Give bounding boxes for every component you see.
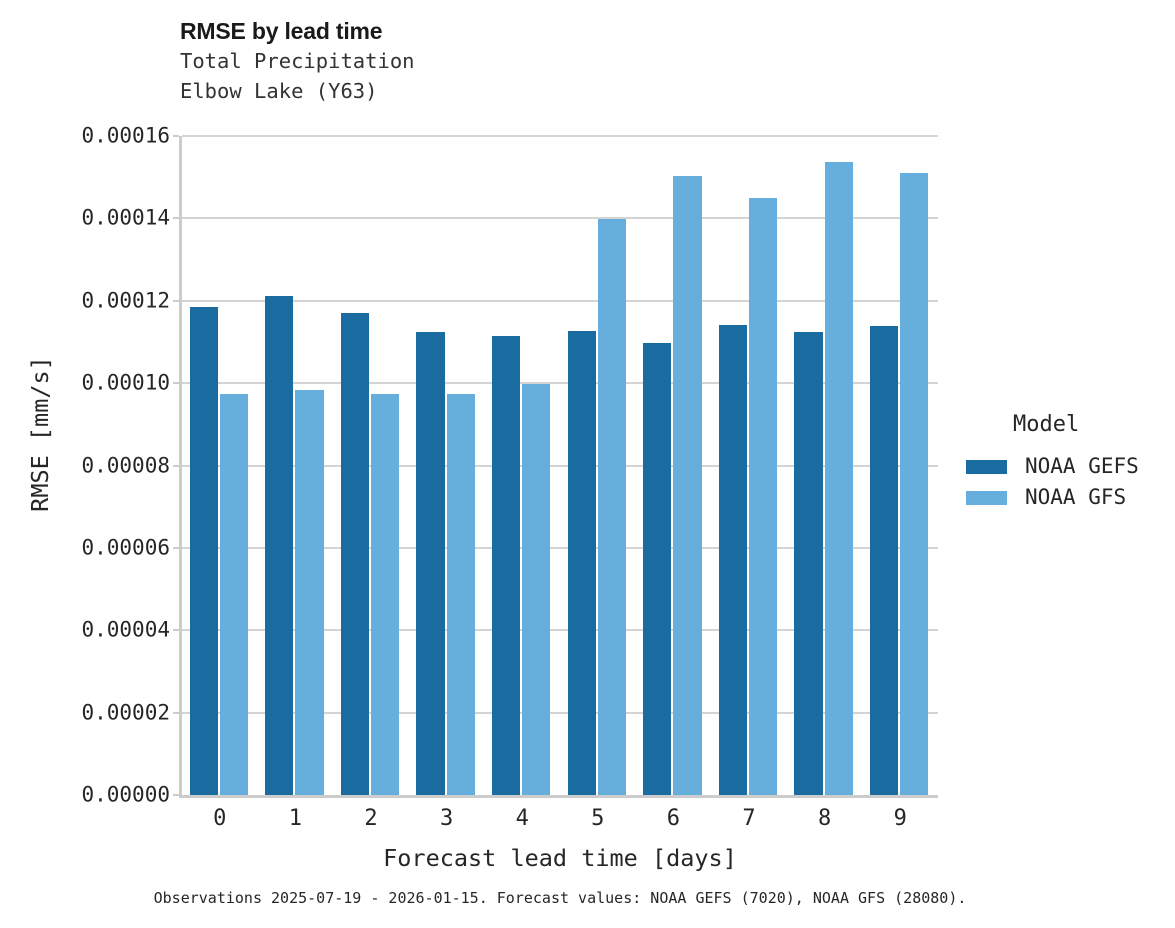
y-axis-tick xyxy=(173,794,179,796)
y-axis-tick-labels: 0.00000 0.00002 0.00004 0.00006 0.00008 0.000… xyxy=(20,125,170,805)
y-axis-tick-label: 0.00010 xyxy=(81,370,170,395)
chart-subtitle-station: Elbow Lake (Y63) xyxy=(180,79,378,103)
x-axis-tick-label: 0 xyxy=(213,806,227,831)
y-axis-title: RMSE [mm/s] xyxy=(26,356,54,512)
gridline xyxy=(182,135,938,137)
bar[interactable] xyxy=(597,218,627,795)
y-axis-tick xyxy=(173,299,179,302)
bar[interactable] xyxy=(446,394,475,795)
x-axis-tick-label: 3 xyxy=(439,806,454,831)
bar[interactable] xyxy=(794,332,823,795)
bar[interactable] xyxy=(869,325,899,795)
chart-plot-area xyxy=(173,135,938,798)
y-axis-tick-label: 0.00002 xyxy=(81,700,170,725)
x-axis-tick-labels: 0 1 2 3 4 5 6 7 8 9 xyxy=(182,806,938,836)
legend-label-noaa-gefs: NOAA GEFS xyxy=(1025,454,1139,478)
bar[interactable] xyxy=(673,175,702,795)
bar[interactable] xyxy=(643,342,672,795)
gridline xyxy=(182,299,938,302)
y-axis-tick-label: 0.00006 xyxy=(81,535,170,560)
x-axis-tick-label: 5 xyxy=(591,806,605,831)
x-axis-tick-label: 7 xyxy=(742,806,756,831)
bar[interactable] xyxy=(189,306,218,795)
y-axis-tick-label: 0.00008 xyxy=(81,453,170,477)
x-axis-spine xyxy=(179,795,938,798)
gridline xyxy=(182,711,938,714)
y-axis-tick xyxy=(173,629,179,632)
bar[interactable] xyxy=(340,313,369,795)
y-axis-tick xyxy=(173,382,179,385)
gridline xyxy=(182,546,938,549)
bar[interactable] xyxy=(371,394,400,795)
x-axis-tick-label: 2 xyxy=(364,806,378,831)
bar[interactable] xyxy=(824,161,853,795)
y-axis-tick xyxy=(173,546,179,549)
page-title: RMSE by lead time xyxy=(180,18,383,44)
legend-item-noaa-gefs[interactable]: NOAA GEFS xyxy=(966,451,1166,482)
legend-item-noaa-gfs[interactable]: NOAA GFS xyxy=(966,482,1166,513)
bar[interactable] xyxy=(265,295,294,795)
bar[interactable] xyxy=(900,173,929,795)
x-axis-tick-label: 6 xyxy=(666,806,681,831)
bar[interactable] xyxy=(295,389,324,795)
x-axis-tick-label: 4 xyxy=(515,806,529,831)
bar[interactable] xyxy=(567,330,596,795)
x-axis-title: Forecast lead time [days] xyxy=(383,844,737,872)
legend-title: Model xyxy=(1013,412,1080,437)
y-axis-tick-label: 0.00000 xyxy=(81,782,170,807)
title-block: RMSE by lead time Total Precipitation El… xyxy=(180,16,940,106)
x-axis-tick-label: 8 xyxy=(817,806,832,831)
y-axis-tick xyxy=(173,711,179,714)
y-axis-tick-label: 0.00016 xyxy=(81,123,170,148)
gridline xyxy=(182,464,938,467)
bars-layer xyxy=(182,136,938,795)
legend-swatch-icon-noaa-gefs xyxy=(966,459,1007,474)
y-axis-tick-label: 0.00012 xyxy=(81,288,170,313)
legend-label-noaa-gfs: NOAA GFS xyxy=(1025,485,1127,509)
x-axis-tick-label: 1 xyxy=(288,806,303,831)
chart-subtitle-variable: Total Precipitation xyxy=(180,49,415,73)
legend-swatch-icon-noaa-gfs xyxy=(966,490,1007,505)
bar[interactable] xyxy=(749,198,778,795)
legend: Model NOAA GEFS NOAA GFS xyxy=(966,410,1166,513)
bar[interactable] xyxy=(718,325,747,795)
bar[interactable] xyxy=(416,332,445,795)
y-axis-tick xyxy=(173,217,179,220)
y-axis-spine xyxy=(179,136,182,795)
chart-caption: Observations 2025-07-19 - 2026-01-15. Fo… xyxy=(153,889,967,907)
y-axis-tick-label: 0.00014 xyxy=(81,205,170,230)
y-axis-tick-label: 0.00004 xyxy=(81,617,170,642)
x-axis-tick-label: 9 xyxy=(893,806,907,831)
bar[interactable] xyxy=(219,393,249,795)
gridline xyxy=(182,217,938,220)
bar[interactable] xyxy=(491,336,521,795)
bar[interactable] xyxy=(522,383,551,795)
y-axis-tick xyxy=(173,464,179,467)
y-axis-tick xyxy=(173,135,179,137)
gridline xyxy=(182,629,938,632)
gridline xyxy=(182,382,938,385)
